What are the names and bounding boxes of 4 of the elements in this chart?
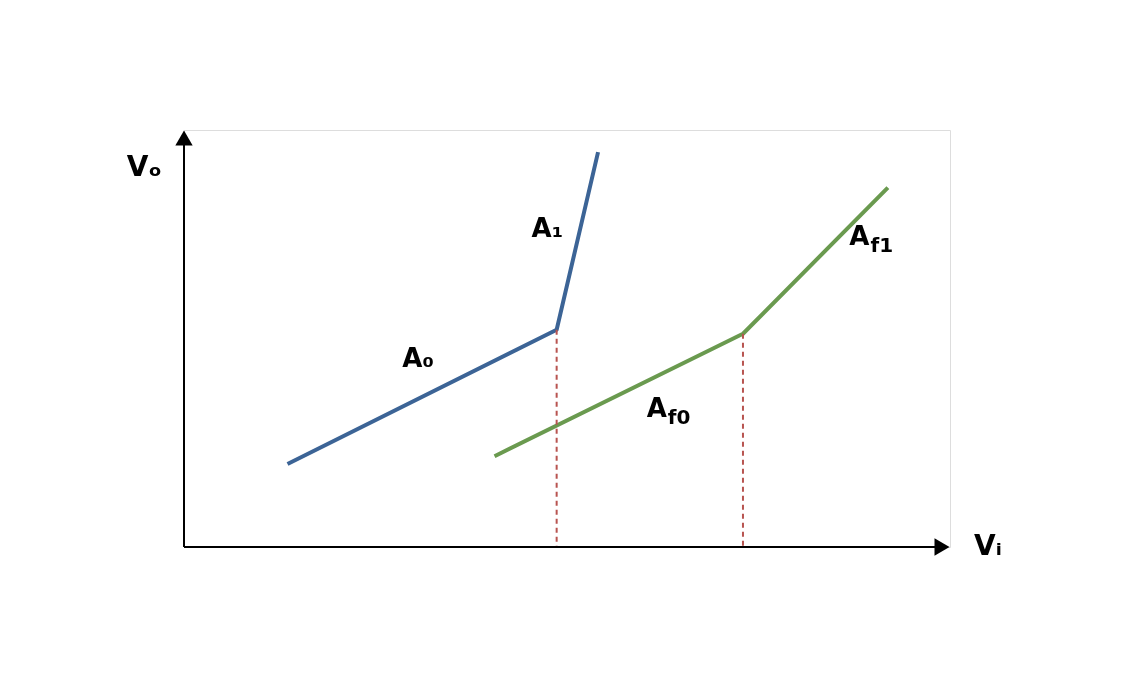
y-axis-title: Vₒ	[126, 150, 162, 183]
annotation: A₀	[402, 342, 434, 373]
annotation: A₁	[531, 212, 564, 243]
x-axis-title: Vᵢ	[974, 529, 1002, 562]
